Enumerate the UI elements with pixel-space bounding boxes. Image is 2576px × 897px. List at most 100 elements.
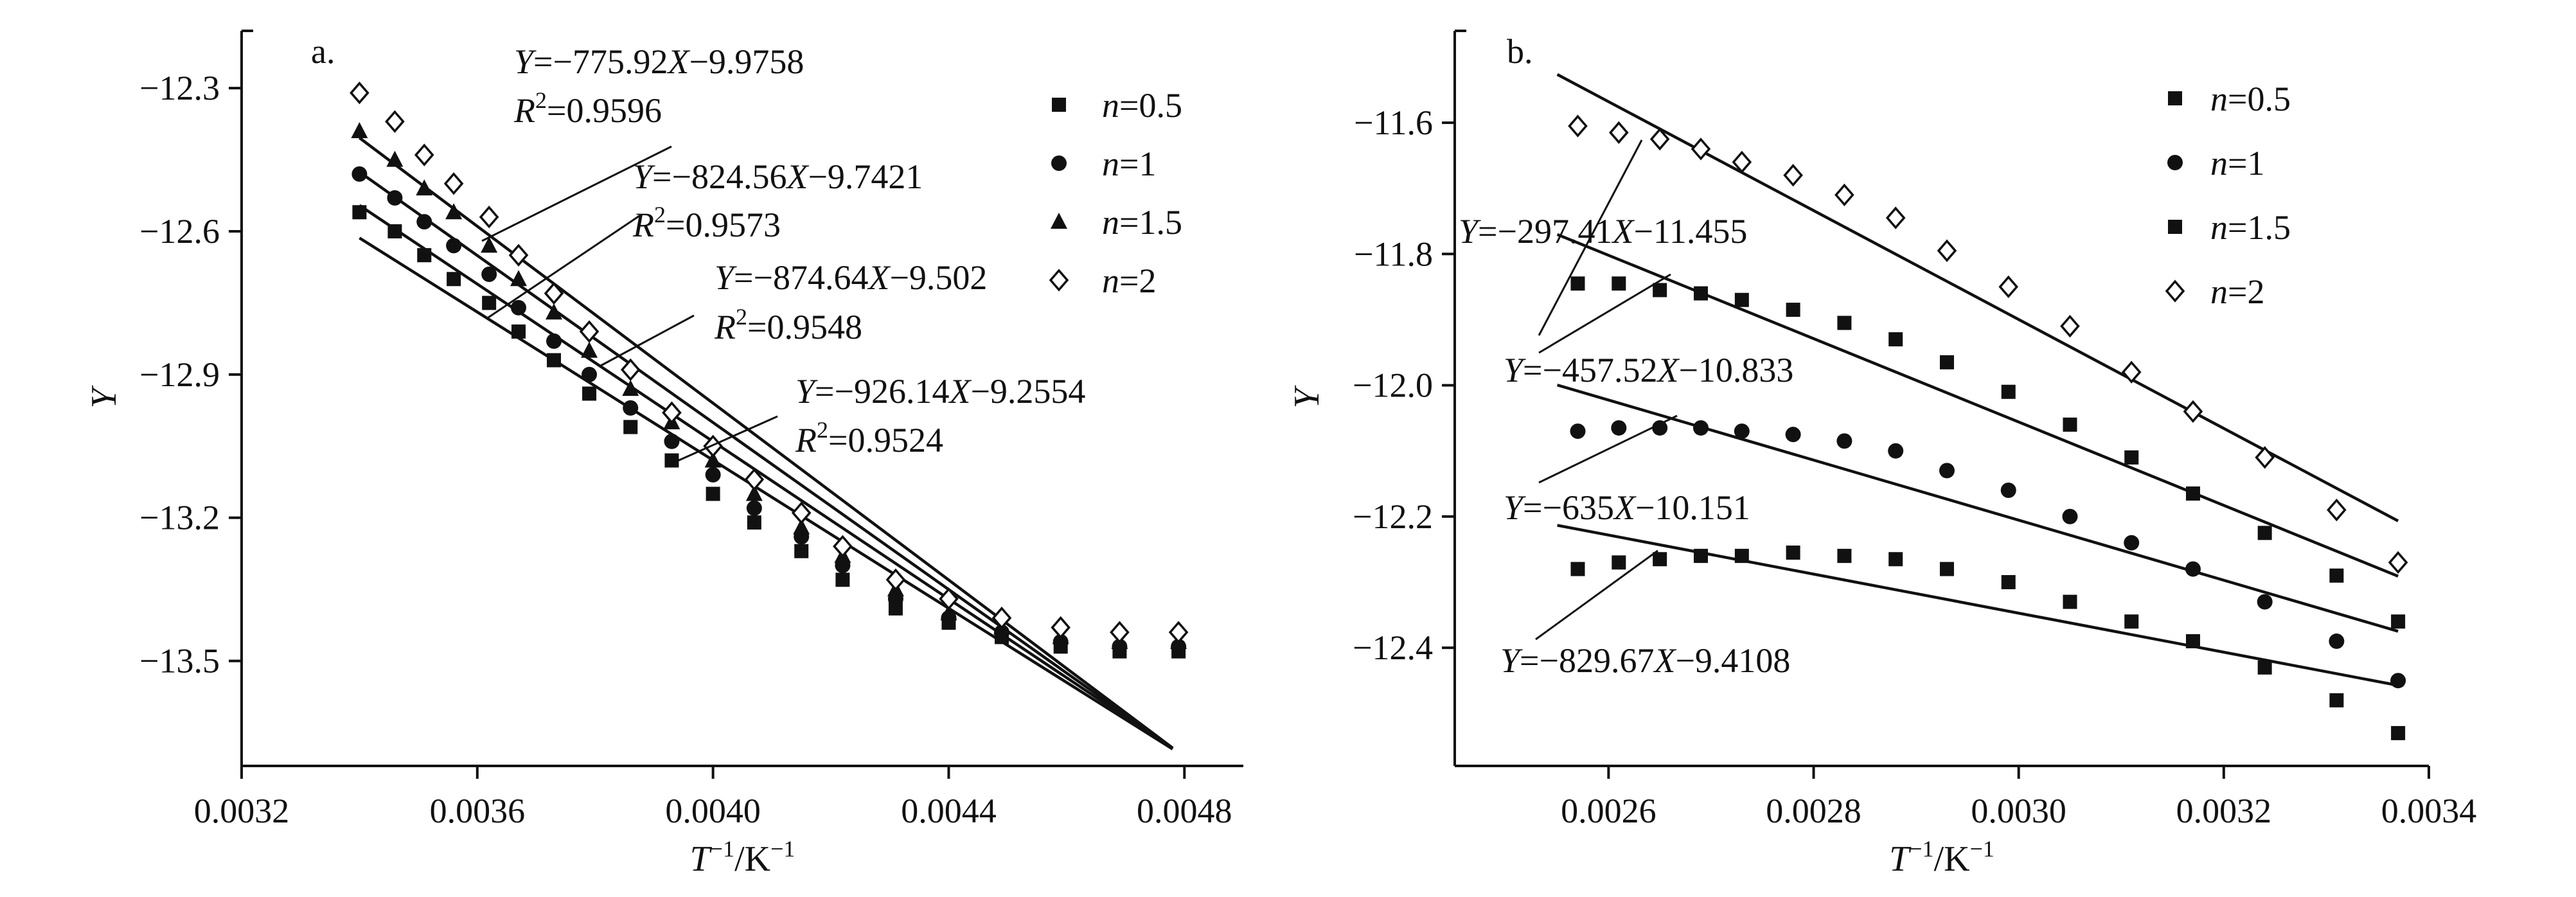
y-tick-label: −13.2 — [139, 499, 220, 537]
data-point — [1734, 549, 1749, 564]
legend-marker — [1051, 213, 1067, 229]
data-point — [351, 122, 368, 138]
legend-item: n=1.5 — [1051, 203, 1182, 242]
y-tick-label: −11.8 — [1354, 235, 1433, 273]
data-point — [1998, 275, 2019, 299]
data-point — [1693, 286, 1708, 301]
y-tick-label: −11.6 — [1354, 103, 1433, 142]
data-point — [351, 166, 368, 182]
data-point — [939, 587, 959, 610]
legend-item: n=2 — [2165, 272, 2264, 311]
data-point — [623, 420, 638, 434]
data-point — [791, 501, 812, 524]
legend-label: n=1 — [1102, 145, 1156, 183]
data-point — [510, 270, 528, 287]
legend-label: n=0.5 — [2210, 80, 2291, 118]
legend-marker — [1052, 98, 1066, 112]
r-squared-label: R2=0.9548 — [714, 304, 862, 346]
data-point — [2000, 483, 2016, 498]
annotation-leader — [677, 415, 778, 462]
series-2 — [1570, 420, 2406, 689]
legend-item: n=1.5 — [2168, 208, 2291, 247]
data-point — [2001, 575, 2016, 589]
data-point — [1649, 127, 1670, 151]
series-4 — [1568, 114, 2408, 574]
data-point — [544, 281, 564, 305]
data-point — [2185, 486, 2200, 501]
data-point — [1570, 423, 1586, 440]
data-point — [2124, 450, 2139, 465]
data-point — [1888, 552, 1903, 567]
data-point — [2063, 417, 2077, 432]
data-point — [1612, 555, 1626, 570]
data-point — [705, 466, 721, 483]
data-point — [414, 143, 434, 166]
data-point — [581, 341, 598, 358]
data-point — [352, 205, 367, 220]
data-point — [1653, 552, 1667, 567]
data-point — [620, 358, 641, 382]
legend-marker — [2168, 220, 2182, 234]
data-point — [1568, 114, 1588, 138]
data-point — [1570, 276, 1585, 291]
series-1 — [352, 205, 1186, 659]
data-point — [2391, 614, 2406, 629]
y-axis-title: Y — [84, 385, 124, 409]
legend-label: n=2 — [2210, 272, 2264, 311]
data-point — [482, 296, 497, 310]
x-tick-label: 0.0026 — [1561, 792, 1657, 830]
x-tick-label: 0.0048 — [1137, 792, 1232, 830]
data-point — [2121, 360, 2142, 384]
fit-equation-label: Y=−635X−10.151 — [1504, 488, 1750, 527]
annotation-leader — [1535, 549, 1658, 641]
data-point — [446, 238, 462, 254]
data-point — [1837, 549, 1852, 564]
annotation-leader — [488, 215, 640, 319]
data-point — [1653, 283, 1667, 298]
data-point — [2327, 498, 2347, 522]
data-point — [546, 333, 562, 349]
data-point — [2060, 314, 2080, 338]
data-point — [1939, 562, 1954, 576]
data-point — [582, 386, 597, 401]
data-point — [1734, 423, 1750, 440]
data-point — [582, 366, 598, 382]
y-tick-label: −12.9 — [139, 355, 220, 394]
fit-equation-label: Y=−829.67X−9.4108 — [1500, 641, 1790, 680]
data-point — [447, 272, 461, 287]
data-point — [622, 380, 639, 396]
data-point — [387, 224, 402, 238]
fit-line-1 — [359, 236, 1174, 750]
fit-equation-label: Y=−457.52X−10.833 — [1504, 351, 1793, 389]
r-squared-label: R2=0.9596 — [513, 87, 662, 130]
data-point — [1611, 420, 1627, 436]
data-point — [386, 150, 404, 167]
data-point — [991, 607, 1012, 630]
legend-item: n=2 — [1049, 262, 1156, 300]
data-point — [508, 244, 529, 267]
y-axis-title: Y — [1287, 385, 1327, 409]
data-point — [662, 401, 682, 424]
fit-line-4 — [359, 136, 1174, 749]
data-point — [2391, 725, 2406, 740]
annotation-leader — [600, 314, 695, 367]
legend-label: n=1.5 — [1102, 203, 1182, 242]
fit-line-4 — [1556, 73, 2399, 522]
data-point — [1888, 332, 1903, 347]
data-point — [1570, 562, 1585, 576]
legend-marker — [2168, 91, 2182, 105]
x-tick-label: 0.0034 — [2381, 792, 2477, 830]
data-point — [2062, 508, 2078, 524]
r-squared-label: R2=0.9573 — [632, 202, 781, 244]
data-point — [2257, 660, 2272, 675]
data-point — [1693, 549, 1708, 564]
data-point — [1692, 420, 1709, 436]
data-point — [1939, 355, 1954, 369]
x-tick-label: 0.0032 — [2176, 792, 2272, 830]
data-point — [1786, 303, 1800, 317]
fit-equation-label: Y=−874.64X−9.502 — [715, 258, 987, 297]
data-point — [833, 535, 853, 558]
data-point — [1652, 420, 1668, 436]
legend-item: n=0.5 — [1052, 86, 1182, 125]
